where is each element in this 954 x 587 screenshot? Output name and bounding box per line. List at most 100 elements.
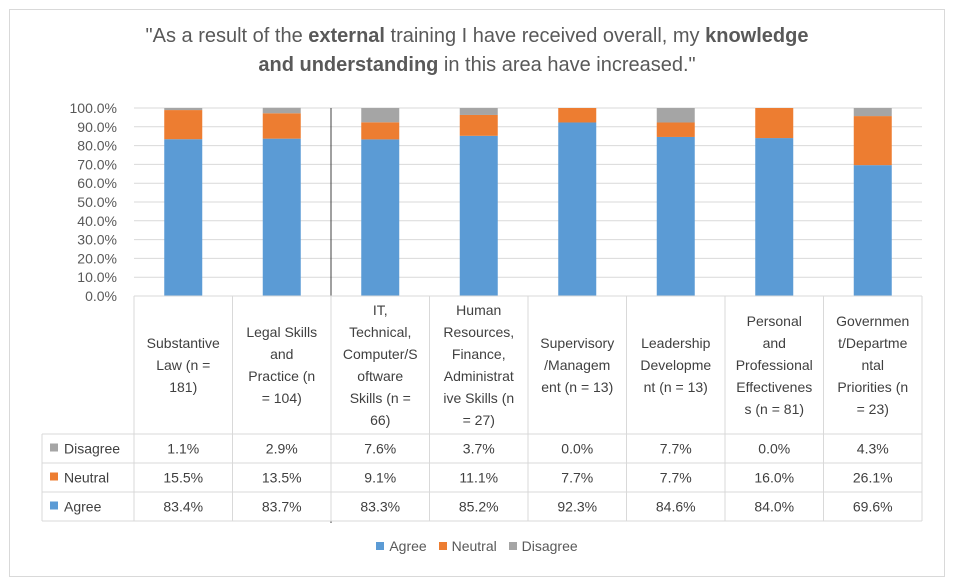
legend-swatch-agree xyxy=(376,542,385,550)
data-label: 7.6% xyxy=(364,441,396,457)
data-label: 1.1% xyxy=(167,441,199,457)
category-label-line: /Managem xyxy=(544,357,610,373)
y-tick-label: 10.0% xyxy=(77,269,117,285)
data-label: 83.4% xyxy=(163,499,203,515)
bar-agree xyxy=(656,136,695,296)
data-label: 83.3% xyxy=(360,499,400,515)
category-label: Leadership Developme nt (n = 13) xyxy=(640,335,711,395)
title-line-1: "As a result of the external training I … xyxy=(145,25,809,47)
bar-neutral xyxy=(853,116,892,166)
category-label-line: Professional xyxy=(736,357,813,373)
category-label-line: Substantive xyxy=(147,335,220,351)
data-label: 11.1% xyxy=(459,470,498,486)
data-label: 84.6% xyxy=(656,499,696,515)
category-label-line: ntal xyxy=(861,357,884,373)
bar-agree xyxy=(262,138,301,296)
data-label: 26.1% xyxy=(853,470,893,486)
category-label-line: = 27) xyxy=(463,412,495,428)
category-label-line: Technical, xyxy=(349,324,411,340)
data-label: 9.1% xyxy=(364,470,396,486)
y-tick-label: 40.0% xyxy=(77,213,117,229)
y-tick-label: 50.0% xyxy=(77,194,117,210)
data-label: 3.7% xyxy=(463,441,495,457)
category-label-line: Resources, xyxy=(443,324,514,340)
category-label-line: Administrat xyxy=(444,368,514,384)
category-label: Personal and Professional Effectivenes s (n … xyxy=(736,313,813,417)
category-label-line: Effectivenes xyxy=(736,379,812,395)
category-label-line: Human xyxy=(456,302,501,318)
data-label: 83.7% xyxy=(262,499,302,515)
table-swatch-neutral xyxy=(50,472,58,481)
category-label: Substantive Law (n = 181) xyxy=(147,335,220,395)
category-label-line: Supervisory xyxy=(540,335,614,351)
category-label-line: = 104) xyxy=(262,390,302,406)
legend-item-neutral: Neutral xyxy=(438,538,497,554)
legend-item-disagree: Disagree xyxy=(508,538,578,554)
bar-agree xyxy=(853,165,892,296)
category-label-line: Legal Skills xyxy=(246,324,317,340)
data-label: 84.0% xyxy=(754,499,794,515)
data-label: 7.7% xyxy=(660,470,692,486)
data-label: 7.7% xyxy=(561,470,593,486)
category-label-line: 181) xyxy=(169,379,197,395)
data-label: 92.3% xyxy=(557,499,597,515)
y-tick-label: 80.0% xyxy=(77,138,117,154)
category-label-line: 66) xyxy=(370,412,390,428)
title-line-2: and understanding in this area have incr… xyxy=(258,54,696,76)
table-row-label: Neutral xyxy=(64,470,109,486)
category-label-line: IT, xyxy=(373,302,388,318)
category-label: IT, Technical, Computer/S oftware Skills (n … xyxy=(343,302,418,428)
bar-neutral xyxy=(262,113,301,139)
bar-disagree xyxy=(459,108,498,115)
legend-swatch-disagree xyxy=(508,542,517,550)
bar-neutral xyxy=(361,122,400,140)
data-label: 0.0% xyxy=(561,441,593,457)
table-row-label: Agree xyxy=(64,499,102,515)
bar-disagree xyxy=(656,108,695,123)
category-label-line: Developme xyxy=(640,357,711,373)
category-label-line: and xyxy=(270,346,293,362)
category-label-line: ent (n = 13) xyxy=(541,379,613,395)
table-row-label: Disagree xyxy=(64,441,120,457)
y-tick-label: 100.0% xyxy=(70,100,117,116)
bar-disagree xyxy=(262,107,301,114)
category-label-line: Finance, xyxy=(452,346,506,362)
data-label: 85.2% xyxy=(459,499,499,515)
category-label-line: Leadership xyxy=(641,335,710,351)
y-tick-label: 90.0% xyxy=(77,119,117,135)
category-label-line: = 23) xyxy=(857,401,889,417)
category-label-line: Practice (n xyxy=(248,368,315,384)
category-label: Supervisory/Managem ent (n = 13) xyxy=(540,335,614,395)
bar-disagree xyxy=(361,108,400,123)
bar-neutral xyxy=(164,110,203,140)
y-tick-label: 70.0% xyxy=(77,156,117,172)
category-label-line: Priorities (n xyxy=(837,379,908,395)
table-swatch-agree xyxy=(50,501,58,510)
data-label: 7.7% xyxy=(660,441,692,457)
bar-agree xyxy=(361,139,400,296)
bar-disagree xyxy=(164,108,203,111)
category-label-line: Personal xyxy=(747,313,802,329)
data-label: 4.3% xyxy=(857,441,889,457)
category-label-line: oftware xyxy=(357,368,403,384)
data-label: 69.6% xyxy=(853,499,893,515)
category-label-line: Skills (n = xyxy=(350,390,411,406)
y-tick-label: 0.0% xyxy=(85,288,117,304)
table-swatch-disagree xyxy=(50,443,58,452)
data-label: 0.0% xyxy=(758,441,790,457)
bar-neutral xyxy=(755,108,794,139)
category-label: Governmen t/Departme ntal Priorities (n = 23… xyxy=(836,313,909,417)
bar-neutral xyxy=(656,122,695,137)
category-label-line: t/Departme xyxy=(838,335,907,351)
bar-agree xyxy=(164,139,203,296)
data-label: 2.9% xyxy=(266,441,298,457)
legend-swatch-neutral xyxy=(438,542,447,550)
legend-item-agree: Agree xyxy=(376,538,427,554)
bar-agree xyxy=(558,122,597,296)
y-tick-label: 20.0% xyxy=(77,250,117,266)
category-label-line: and xyxy=(763,335,786,351)
data-label: 13.5% xyxy=(262,470,302,486)
y-tick-label: 60.0% xyxy=(77,175,117,191)
chart-legend: Agree Neutral Disagree xyxy=(0,538,954,554)
